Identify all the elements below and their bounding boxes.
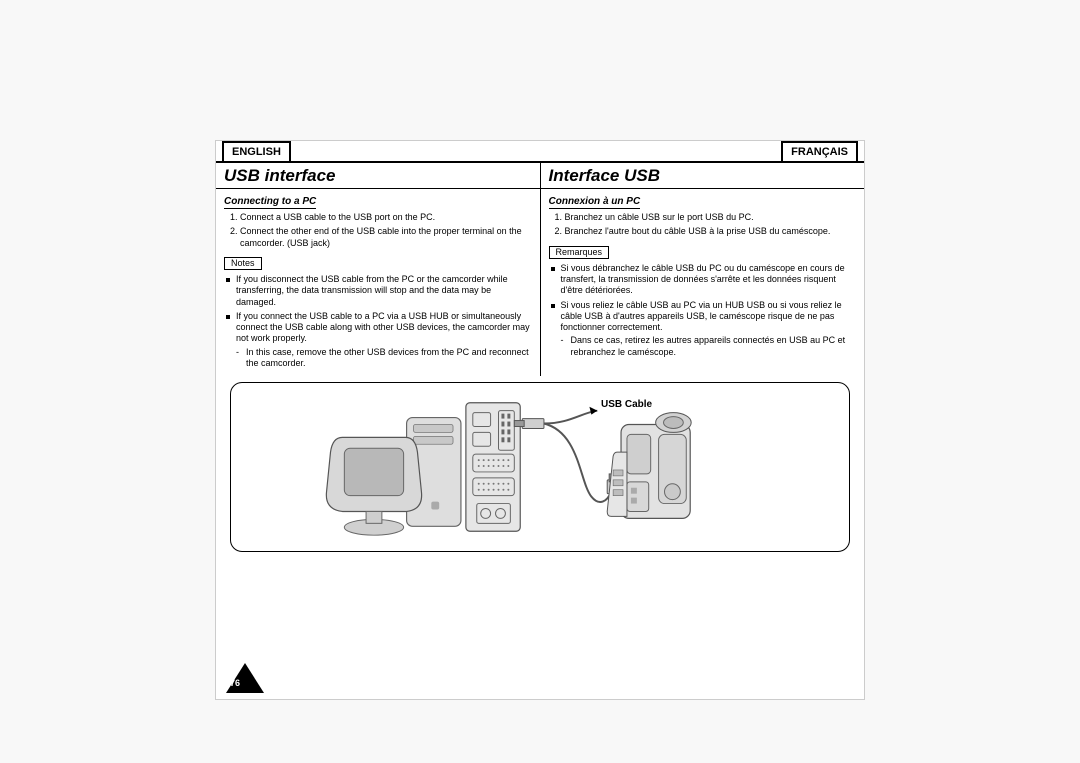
- usb-cable-label: USB Cable: [601, 399, 652, 410]
- title-french: Interface USB: [549, 166, 857, 186]
- language-bar: ENGLISH FRANÇAIS: [216, 141, 864, 163]
- diagram-svg: [231, 383, 849, 551]
- notes-label-french: Remarques: [549, 246, 610, 259]
- note-text: Si vous reliez le câble USB au PC via un…: [561, 300, 842, 333]
- notes-english: If you disconnect the USB cable from the…: [224, 274, 532, 369]
- diagram-container: USB Cable: [216, 376, 864, 556]
- subhead-right-col: Connexion à un PC: [541, 189, 865, 212]
- title-left: USB interface: [216, 163, 540, 188]
- connection-diagram: USB Cable: [230, 382, 850, 552]
- manual-page: ENGLISH FRANÇAIS USB interface Interface…: [215, 140, 865, 700]
- usb-cable-icon: [514, 407, 617, 502]
- title-right: Interface USB: [541, 163, 865, 188]
- note-item: Si vous reliez le câble USB au PC via un…: [549, 300, 857, 358]
- step-item: Branchez un câble USB sur le port USB du…: [565, 212, 857, 223]
- note-item: If you connect the USB cable to a PC via…: [224, 311, 532, 369]
- subnote-item: In this case, remove the other USB devic…: [236, 347, 532, 370]
- subhead-row: Connecting to a PC Connexion à un PC: [216, 189, 864, 212]
- page-number: 76: [227, 678, 243, 688]
- steps-english: Connect a USB cable to the USB port on t…: [224, 212, 532, 249]
- subhead-french: Connexion à un PC: [549, 196, 641, 209]
- title-row: USB interface Interface USB: [216, 163, 864, 189]
- notes-french: Si vous débranchez le câble USB du PC ou…: [549, 263, 857, 358]
- camcorder-icon: [607, 413, 691, 519]
- subnote-item: Dans ce cas, retirez les autres appareil…: [561, 335, 857, 358]
- body-right: Branchez un câble USB sur le port USB du…: [541, 212, 865, 376]
- subnotes-french: Dans ce cas, retirez les autres appareil…: [561, 335, 857, 358]
- pc-tower-icon: [466, 403, 520, 531]
- body-left: Connect a USB cable to the USB port on t…: [216, 212, 540, 376]
- note-text: If you connect the USB cable to a PC via…: [236, 311, 530, 344]
- note-item: If you disconnect the USB cable from the…: [224, 274, 532, 308]
- body-row: Connect a USB cable to the USB port on t…: [216, 212, 864, 376]
- notes-label-english: Notes: [224, 257, 262, 270]
- step-item: Connect a USB cable to the USB port on t…: [240, 212, 532, 223]
- subnotes-english: In this case, remove the other USB devic…: [236, 347, 532, 370]
- step-item: Branchez l'autre bout du câble USB à la …: [565, 226, 857, 237]
- lang-english-tab: ENGLISH: [222, 141, 291, 161]
- subhead-left-col: Connecting to a PC: [216, 189, 540, 212]
- steps-french: Branchez un câble USB sur le port USB du…: [549, 212, 857, 238]
- lang-francais-tab: FRANÇAIS: [781, 141, 858, 161]
- step-item: Connect the other end of the USB cable i…: [240, 226, 532, 249]
- title-english: USB interface: [224, 166, 532, 186]
- subhead-english: Connecting to a PC: [224, 196, 316, 209]
- note-item: Si vous débranchez le câble USB du PC ou…: [549, 263, 857, 297]
